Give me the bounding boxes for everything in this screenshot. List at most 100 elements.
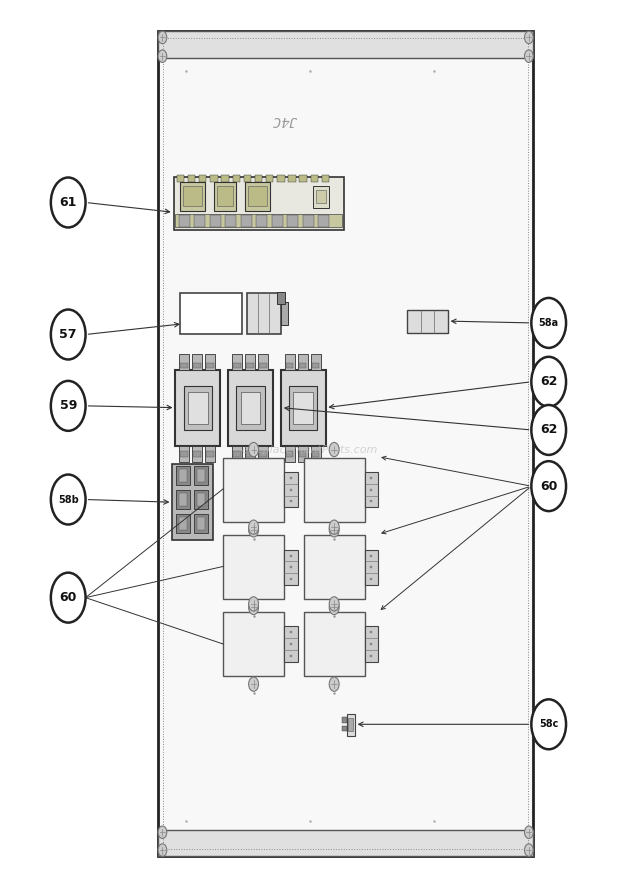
Bar <box>179 493 187 506</box>
Bar <box>241 215 252 227</box>
Circle shape <box>158 844 167 856</box>
Bar <box>247 293 281 334</box>
Bar <box>342 726 347 731</box>
Bar <box>299 175 307 182</box>
Bar <box>298 446 308 462</box>
Bar <box>304 535 365 599</box>
Bar <box>318 215 329 227</box>
Bar <box>284 472 298 508</box>
Bar <box>179 354 189 370</box>
Circle shape <box>249 600 259 615</box>
Text: eReplacementParts.com: eReplacementParts.com <box>242 445 378 456</box>
Text: 61: 61 <box>60 196 77 209</box>
Bar <box>298 354 308 370</box>
Bar <box>312 451 319 457</box>
Bar <box>221 175 229 182</box>
Bar <box>192 446 202 462</box>
Circle shape <box>531 298 566 348</box>
Circle shape <box>329 597 339 611</box>
Text: 62: 62 <box>540 376 557 388</box>
Bar <box>176 466 190 485</box>
Bar <box>277 292 285 304</box>
Bar <box>217 186 232 206</box>
Bar <box>287 215 298 227</box>
Bar <box>206 451 214 457</box>
Bar <box>311 354 321 370</box>
Bar <box>285 446 294 462</box>
Bar <box>365 626 378 662</box>
Bar <box>175 214 342 227</box>
Bar <box>258 446 268 462</box>
Bar <box>311 446 321 462</box>
Bar <box>304 458 365 522</box>
Bar <box>259 363 267 368</box>
Bar <box>179 469 187 482</box>
Bar <box>281 302 288 325</box>
Bar <box>245 182 270 211</box>
Bar <box>176 514 190 533</box>
Circle shape <box>525 826 533 838</box>
Bar <box>193 451 201 457</box>
Text: 58b: 58b <box>58 494 79 505</box>
Bar <box>236 386 265 430</box>
Bar <box>192 354 202 370</box>
Bar <box>179 517 187 530</box>
Circle shape <box>329 442 339 457</box>
Circle shape <box>158 826 167 838</box>
Circle shape <box>329 600 339 615</box>
Text: 60: 60 <box>540 480 557 492</box>
Bar <box>180 293 242 334</box>
Circle shape <box>249 677 259 691</box>
Bar <box>158 830 533 856</box>
Circle shape <box>531 699 566 749</box>
Bar <box>199 175 206 182</box>
Bar <box>210 175 218 182</box>
Bar <box>313 186 329 208</box>
Bar <box>223 535 284 599</box>
Bar <box>365 472 378 508</box>
Bar <box>158 31 533 58</box>
Bar <box>277 175 285 182</box>
Bar <box>194 215 205 227</box>
Bar <box>188 175 195 182</box>
Circle shape <box>51 475 86 524</box>
Bar <box>193 363 201 368</box>
Bar <box>246 451 254 457</box>
Bar <box>194 490 208 509</box>
Bar <box>180 451 188 457</box>
Bar <box>259 451 267 457</box>
Bar <box>179 446 189 462</box>
Bar <box>158 31 533 856</box>
Text: 57: 57 <box>60 328 77 341</box>
Bar <box>288 175 296 182</box>
Bar <box>172 464 213 540</box>
Bar <box>286 363 293 368</box>
Circle shape <box>525 844 533 856</box>
Bar <box>256 215 267 227</box>
Text: 58c: 58c <box>539 719 559 730</box>
Circle shape <box>329 520 339 534</box>
Bar <box>233 363 241 368</box>
Bar <box>246 363 254 368</box>
Bar <box>197 493 205 506</box>
Bar <box>322 175 329 182</box>
Bar <box>228 370 273 446</box>
Bar <box>347 714 355 736</box>
Circle shape <box>158 31 167 44</box>
Bar <box>258 354 268 370</box>
Circle shape <box>531 405 566 455</box>
Circle shape <box>249 442 259 457</box>
Circle shape <box>249 520 259 534</box>
Bar <box>223 458 284 522</box>
Bar <box>184 386 212 430</box>
Bar <box>284 626 298 662</box>
Bar <box>180 182 205 211</box>
Circle shape <box>329 677 339 691</box>
Bar <box>163 38 528 849</box>
Circle shape <box>329 523 339 537</box>
Text: 59: 59 <box>60 400 77 412</box>
Bar <box>255 175 262 182</box>
Bar <box>176 490 190 509</box>
Bar <box>241 392 260 424</box>
Bar <box>286 451 293 457</box>
